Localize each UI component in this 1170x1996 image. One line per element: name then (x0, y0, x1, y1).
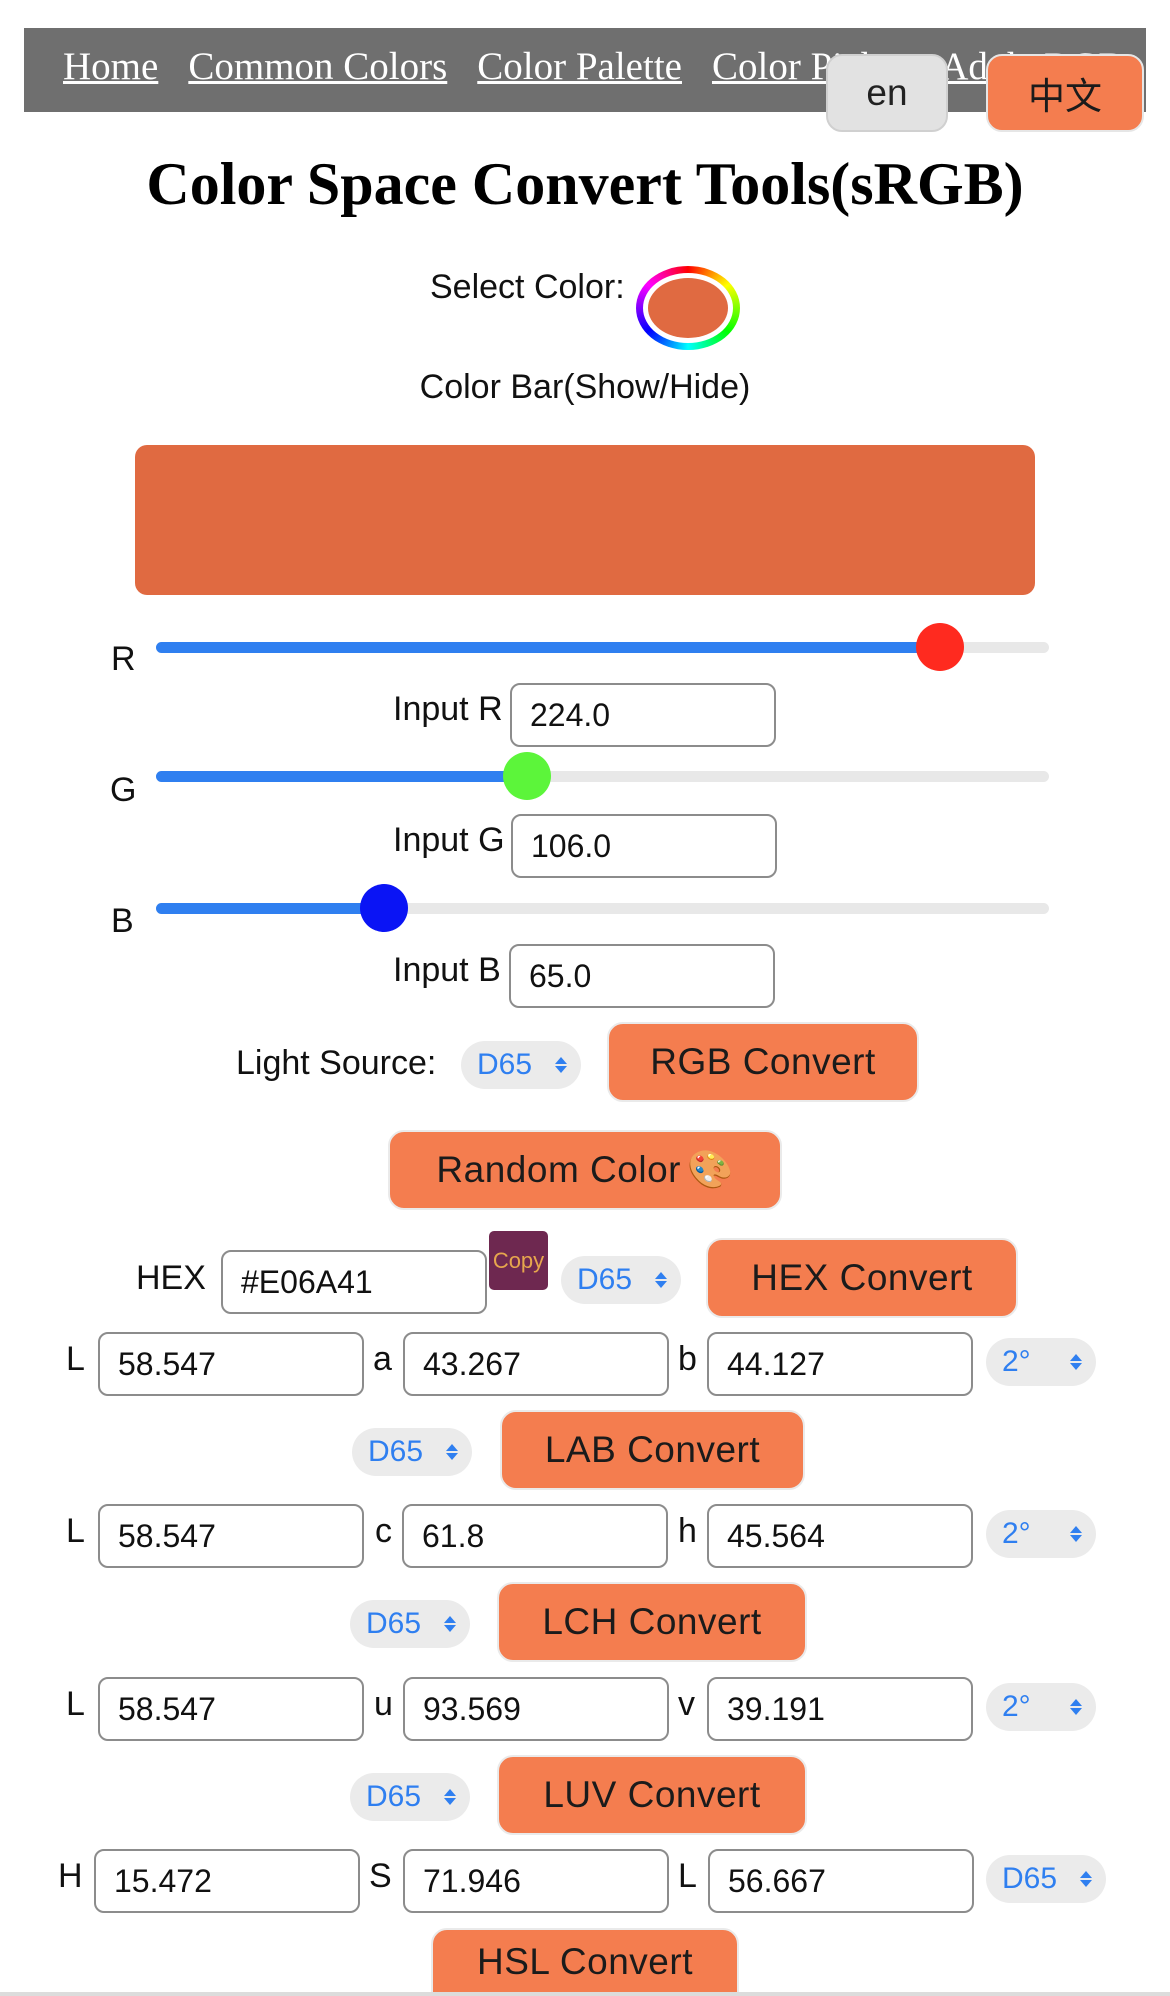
hex-input[interactable]: #E06A41 (221, 1250, 487, 1314)
r-slider-label: R (111, 640, 136, 678)
r-slider-thumb[interactable] (916, 623, 965, 671)
r-slider[interactable] (156, 623, 1049, 671)
lch-illuminant-value: D65 (366, 1607, 422, 1640)
luv-u-label: u (374, 1685, 393, 1723)
chevron-up-down-icon (1070, 1354, 1082, 1370)
input-g-label: Input G (393, 821, 505, 859)
color-picker-swatch[interactable] (636, 266, 740, 350)
luv-convert-button[interactable]: LUV Convert (497, 1755, 807, 1835)
color-bar-toggle[interactable]: Color Bar(Show/Hide) (419, 368, 751, 406)
bottom-divider (0, 1992, 1170, 1996)
lch-c-input[interactable]: 61.8 (402, 1504, 668, 1568)
random-color-button[interactable]: Random Color 🎨 (388, 1130, 782, 1210)
lab-b-input[interactable]: 44.127 (707, 1332, 973, 1396)
luv-l-label: L (66, 1685, 85, 1723)
input-r-field[interactable]: 224.0 (510, 683, 776, 747)
select-color-label: Select Color: (430, 268, 625, 306)
top-nav: Home Common Colors Color Palette Color P… (24, 28, 1146, 112)
hex-convert-button[interactable]: HEX Convert (706, 1238, 1018, 1318)
lch-observer-value: 2° (1002, 1517, 1031, 1550)
hsl-illuminant-select[interactable]: D65 (986, 1855, 1106, 1903)
hex-illuminant-value: D65 (577, 1263, 633, 1296)
b-slider[interactable] (156, 884, 1049, 932)
chevron-up-down-icon (655, 1272, 667, 1288)
b-slider-fill (156, 903, 384, 914)
luv-illuminant-value: D65 (366, 1780, 422, 1813)
hsl-illuminant-value: D65 (1002, 1862, 1058, 1895)
lch-l-label: L (66, 1512, 85, 1550)
nav-link-color-palette[interactable]: Color Palette (477, 44, 682, 88)
hex-illuminant-select[interactable]: D65 (561, 1256, 681, 1304)
chevron-up-down-icon (555, 1057, 567, 1073)
input-b-field[interactable]: 65.0 (509, 944, 775, 1008)
input-r-label: Input R (393, 690, 503, 728)
chevron-up-down-icon (444, 1616, 456, 1632)
luv-u-input[interactable]: 93.569 (403, 1677, 669, 1741)
lab-illuminant-select[interactable]: D65 (352, 1428, 472, 1476)
luv-l-input[interactable]: 58.547 (98, 1677, 364, 1741)
light-source-select[interactable]: D65 (461, 1041, 581, 1089)
luv-illuminant-select[interactable]: D65 (350, 1773, 470, 1821)
language-zh-button[interactable]: 中文 (986, 54, 1144, 132)
g-slider[interactable] (156, 752, 1049, 800)
lch-h-input[interactable]: 45.564 (707, 1504, 973, 1568)
chevron-up-down-icon (1080, 1871, 1092, 1887)
luv-v-label: v (678, 1685, 695, 1723)
chevron-up-down-icon (1070, 1526, 1082, 1542)
language-en-button[interactable]: en (826, 54, 948, 132)
random-color-label: Random Color (436, 1149, 681, 1190)
lch-c-label: c (375, 1512, 392, 1550)
g-slider-fill (156, 771, 528, 782)
luv-observer-select[interactable]: 2° (986, 1683, 1096, 1731)
lch-convert-button[interactable]: LCH Convert (497, 1582, 807, 1662)
b-slider-thumb[interactable] (359, 884, 408, 932)
light-source-label: Light Source: (236, 1044, 437, 1082)
lab-l-label: L (66, 1340, 85, 1378)
rgb-convert-button[interactable]: RGB Convert (607, 1022, 919, 1102)
hsl-convert-button[interactable]: HSL Convert (431, 1928, 739, 1996)
picker-ring-inner (643, 273, 733, 343)
palette-icon: 🎨 (686, 1148, 734, 1190)
lab-l-input[interactable]: 58.547 (98, 1332, 364, 1396)
nav-link-common-colors[interactable]: Common Colors (188, 44, 448, 88)
lab-b-label: b (678, 1340, 697, 1378)
hsl-h-input[interactable]: 15.472 (94, 1849, 360, 1913)
luv-observer-value: 2° (1002, 1690, 1031, 1723)
chevron-up-down-icon (1070, 1699, 1082, 1715)
color-preview-bar (135, 445, 1035, 595)
hsl-l-input[interactable]: 56.667 (708, 1849, 974, 1913)
input-b-label: Input B (393, 951, 501, 989)
chevron-up-down-icon (446, 1444, 458, 1460)
input-g-field[interactable]: 106.0 (511, 814, 777, 878)
page-title: Color Space Convert Tools(sRGB) (146, 151, 1024, 217)
b-slider-label: B (111, 902, 134, 940)
lch-observer-select[interactable]: 2° (986, 1510, 1096, 1558)
r-slider-fill (156, 642, 941, 653)
lab-convert-button[interactable]: LAB Convert (500, 1410, 805, 1490)
lab-observer-value: 2° (1002, 1345, 1031, 1378)
g-slider-label: G (110, 771, 137, 809)
hex-label: HEX (136, 1259, 206, 1297)
hsl-h-label: H (58, 1857, 83, 1895)
lch-l-input[interactable]: 58.547 (98, 1504, 364, 1568)
hsl-s-label: S (369, 1857, 392, 1895)
lab-illuminant-value: D65 (368, 1435, 424, 1468)
lch-h-label: h (678, 1512, 697, 1550)
g-slider-thumb[interactable] (503, 752, 552, 800)
chevron-up-down-icon (444, 1789, 456, 1805)
picker-current-color (648, 278, 728, 338)
luv-v-input[interactable]: 39.191 (707, 1677, 973, 1741)
lab-a-input[interactable]: 43.267 (403, 1332, 669, 1396)
hsl-s-input[interactable]: 71.946 (403, 1849, 669, 1913)
hsl-l-label: L (678, 1857, 697, 1895)
lab-observer-select[interactable]: 2° (986, 1338, 1096, 1386)
copy-hex-button[interactable]: Copy (489, 1231, 548, 1290)
light-source-value: D65 (477, 1048, 533, 1081)
lab-a-label: a (373, 1340, 392, 1378)
lch-illuminant-select[interactable]: D65 (350, 1600, 470, 1648)
nav-link-home[interactable]: Home (63, 44, 159, 88)
